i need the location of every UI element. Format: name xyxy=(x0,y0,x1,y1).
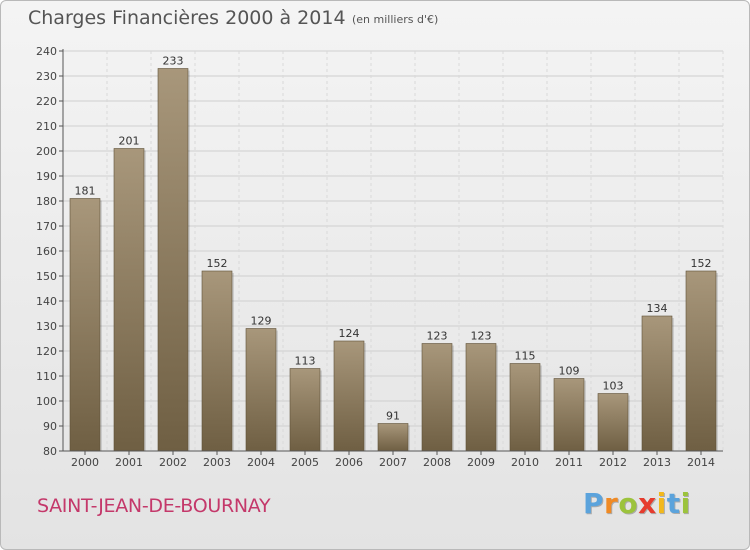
data-label: 129 xyxy=(251,315,272,328)
y-tick-label: 200 xyxy=(36,145,57,158)
logo-letter: i xyxy=(680,487,691,520)
y-tick-label: 110 xyxy=(36,370,57,383)
y-tick-label: 150 xyxy=(36,270,57,283)
y-tick-label: 80 xyxy=(43,445,57,458)
bar xyxy=(553,378,585,452)
bar xyxy=(509,363,541,452)
x-tick-label: 2002 xyxy=(159,456,187,469)
y-tick-label: 210 xyxy=(36,120,57,133)
data-label: 123 xyxy=(471,330,492,343)
y-tick-label: 130 xyxy=(36,320,57,333)
data-label: 109 xyxy=(559,365,580,378)
bar xyxy=(69,198,101,452)
data-label: 115 xyxy=(515,350,536,363)
x-tick-label: 2012 xyxy=(599,456,627,469)
bar xyxy=(201,270,233,452)
x-tick-label: 2004 xyxy=(247,456,275,469)
data-label: 152 xyxy=(207,257,228,270)
x-tick-label: 2013 xyxy=(643,456,671,469)
bar xyxy=(157,68,189,452)
bar xyxy=(113,148,145,452)
town-name: SAINT-JEAN-DE-BOURNAY xyxy=(37,495,271,517)
y-tick-label: 220 xyxy=(36,95,57,108)
logo-letter: i xyxy=(656,487,667,520)
y-tick-label: 190 xyxy=(36,170,57,183)
y-tick-label: 180 xyxy=(36,195,57,208)
data-label: 113 xyxy=(295,355,316,368)
y-tick-label: 240 xyxy=(36,45,57,58)
x-tick-label: 2009 xyxy=(467,456,495,469)
data-label: 233 xyxy=(163,55,184,68)
bar xyxy=(465,343,497,452)
x-tick-label: 2001 xyxy=(115,456,143,469)
x-tick-label: 2005 xyxy=(291,456,319,469)
data-label: 123 xyxy=(427,330,448,343)
data-label: 103 xyxy=(603,380,624,393)
axes xyxy=(59,49,723,455)
data-label: 152 xyxy=(691,257,712,270)
tick-labels: 8090100110120130140150160170180190200210… xyxy=(36,45,715,469)
bar xyxy=(245,328,277,452)
logo-letter: x xyxy=(638,487,657,520)
x-tick-label: 2003 xyxy=(203,456,231,469)
y-tick-label: 160 xyxy=(36,245,57,258)
x-tick-label: 2006 xyxy=(335,456,363,469)
x-tick-label: 2008 xyxy=(423,456,451,469)
y-tick-label: 140 xyxy=(36,295,57,308)
bar xyxy=(641,315,673,452)
logo-letter: t xyxy=(666,487,681,520)
x-tick-label: 2000 xyxy=(71,456,99,469)
proxiti-logo[interactable]: Proxiti xyxy=(583,487,691,520)
data-label: 201 xyxy=(119,135,140,148)
logo-letter: P xyxy=(583,487,605,520)
x-tick-label: 2007 xyxy=(379,456,407,469)
chart-title: Charges Financières 2000 à 2014 xyxy=(28,7,346,29)
chart-subtitle: (en milliers d'€) xyxy=(352,13,439,26)
x-tick-label: 2011 xyxy=(555,456,583,469)
logo-letter: r xyxy=(604,487,619,520)
bar xyxy=(289,368,321,452)
bar xyxy=(421,343,453,452)
data-label: 124 xyxy=(339,327,360,340)
bar xyxy=(333,340,365,452)
bar xyxy=(597,393,629,452)
y-tick-label: 120 xyxy=(36,345,57,358)
x-tick-label: 2014 xyxy=(687,456,715,469)
bar xyxy=(685,270,717,452)
data-label: 181 xyxy=(75,185,96,198)
y-tick-label: 170 xyxy=(36,220,57,233)
data-label: 91 xyxy=(386,410,400,423)
x-tick-label: 2010 xyxy=(511,456,539,469)
data-label: 134 xyxy=(647,302,668,315)
y-tick-label: 90 xyxy=(43,420,57,433)
y-tick-label: 230 xyxy=(36,70,57,83)
logo-letter: o xyxy=(618,487,639,520)
y-tick-label: 100 xyxy=(36,395,57,408)
bars xyxy=(69,68,718,452)
bar xyxy=(377,423,409,452)
